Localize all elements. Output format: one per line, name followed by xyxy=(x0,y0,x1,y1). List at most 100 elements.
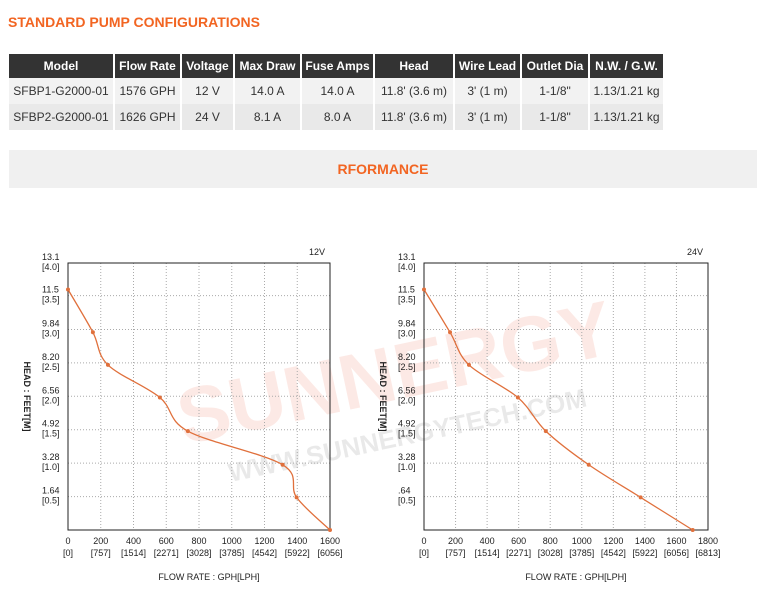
x-tick-sublabel: [4542] xyxy=(252,548,277,558)
y-tick-label: 6.56 xyxy=(42,385,60,395)
y-tick-sublabel: [1.0] xyxy=(42,462,60,472)
x-tick-sublabel: [0] xyxy=(419,548,429,558)
y-tick-sublabel: [1.5] xyxy=(42,429,60,439)
x-tick-sublabel: [4542] xyxy=(601,548,626,558)
y-axis-label: HEAD : FEET[M] xyxy=(378,362,388,432)
y-tick-label: 8.20 xyxy=(398,352,416,362)
point xyxy=(543,429,548,434)
y-tick-label: 3.28 xyxy=(398,452,416,462)
y-tick-label: 3.28 xyxy=(42,452,60,462)
x-tick-label: 200 xyxy=(448,536,463,546)
x-tick-label: 600 xyxy=(511,536,526,546)
y-tick-sublabel: [4.0] xyxy=(42,262,60,272)
point xyxy=(157,395,162,400)
x-tick-sublabel: [3028] xyxy=(186,548,211,558)
table-cell: 24 V xyxy=(181,104,235,130)
table-cell: 8.0 A xyxy=(301,104,375,130)
y-tick-label: 9.84 xyxy=(42,318,60,328)
y-tick-label: 9.84 xyxy=(398,318,416,328)
charts: SUNNERGYWWW.SUNNERGYTECH.COM1.64[0.5]3.2… xyxy=(22,247,721,582)
table-cell: 11.8' (3.6 m) xyxy=(374,104,455,130)
x-tick-sublabel: [0] xyxy=(63,548,73,558)
point xyxy=(105,362,110,367)
y-tick-sublabel: [2.5] xyxy=(398,362,416,372)
point xyxy=(185,429,190,434)
table-cell: 11.8' (3.6 m) xyxy=(374,78,455,104)
x-tick-label: 400 xyxy=(126,536,141,546)
x-tick-label: 1400 xyxy=(287,536,307,546)
y-tick-label: 6.56 xyxy=(398,385,416,395)
table-cell: SFBP1-G2000-01 xyxy=(9,78,115,104)
y-tick-sublabel: [1.5] xyxy=(398,429,416,439)
curve xyxy=(67,289,331,531)
x-tick-label: 800 xyxy=(191,536,206,546)
table-cell: 3' (1 m) xyxy=(454,104,522,130)
point xyxy=(280,462,285,467)
x-tick-label: 0 xyxy=(65,536,70,546)
y-axis-label: HEAD : FEET[M] xyxy=(22,362,32,432)
y-tick-sublabel: [3.0] xyxy=(398,328,416,338)
y-tick-sublabel: [2.0] xyxy=(42,395,60,405)
column-header: Head xyxy=(374,54,455,78)
y-tick-sublabel: [4.0] xyxy=(398,262,416,272)
y-tick-sublabel: [3.0] xyxy=(42,328,60,338)
point xyxy=(90,330,95,335)
y-tick-sublabel: [3.5] xyxy=(42,295,60,305)
y-tick-label: 11.5 xyxy=(42,285,59,295)
x-tick-sublabel: [5922] xyxy=(632,548,657,558)
x-tick-sublabel: [5922] xyxy=(285,548,310,558)
plot-frame xyxy=(67,262,331,531)
point xyxy=(66,287,70,292)
y-tick-label: 11.5 xyxy=(398,285,415,295)
table-cell: 14.0 A xyxy=(301,78,375,104)
x-tick-sublabel: [1514] xyxy=(475,548,500,558)
x-tick-sublabel: [2271] xyxy=(154,548,179,558)
x-tick-sublabel: [2271] xyxy=(506,548,531,558)
x-tick-label: 1200 xyxy=(254,536,274,546)
column-header: Flow Rate xyxy=(114,54,182,78)
y-tick-sublabel: [3.5] xyxy=(398,295,416,305)
point xyxy=(422,287,426,292)
curve xyxy=(423,289,694,531)
column-header: Voltage xyxy=(181,54,235,78)
chart-title: 12V xyxy=(309,247,325,257)
x-tick-label: 400 xyxy=(480,536,495,546)
point xyxy=(586,462,591,467)
x-tick-sublabel: [6056] xyxy=(664,548,689,558)
column-header: Model xyxy=(9,54,115,78)
table-cell: 12 V xyxy=(181,78,235,104)
point xyxy=(690,528,695,532)
x-tick-sublabel: [757] xyxy=(446,548,466,558)
x-tick-sublabel: [3028] xyxy=(538,548,563,558)
table-cell: 1576 GPH xyxy=(114,78,182,104)
table-cell: 1.13/1.21 kg xyxy=(589,104,665,130)
column-header: Wire Lead xyxy=(454,54,522,78)
table-cell: 1.13/1.21 kg xyxy=(589,78,665,104)
point xyxy=(448,330,453,335)
table-cell: 1626 GPH xyxy=(114,104,182,130)
table-cell: 3' (1 m) xyxy=(454,78,522,104)
x-tick-label: 1200 xyxy=(603,536,623,546)
table-cell: 1-1/8" xyxy=(521,78,590,104)
column-header: N.W. / G.W. xyxy=(589,54,665,78)
x-tick-label: 1800 xyxy=(698,536,718,546)
y-tick-label: 4.92 xyxy=(42,419,60,429)
column-header: Outlet Dia xyxy=(521,54,590,78)
y-tick-label: 1.64 xyxy=(42,486,60,496)
plot-frame xyxy=(423,262,709,531)
chart-title: 24V xyxy=(687,247,703,257)
x-tick-sublabel: [3785] xyxy=(219,548,244,558)
x-tick-sublabel: [757] xyxy=(91,548,111,558)
x-axis-label: FLOW RATE : GPH[LPH] xyxy=(525,572,626,582)
table-row: SFBP1-G2000-01 1576 GPH 12 V 14.0 A 14.0 A 11… xyxy=(9,78,665,104)
y-tick-sublabel: [0.5] xyxy=(398,496,416,506)
x-tick-label: 1400 xyxy=(635,536,655,546)
point xyxy=(328,528,332,532)
x-tick-label: 200 xyxy=(93,536,108,546)
table-cell: 14.0 A xyxy=(234,78,302,104)
y-tick-label: 4.92 xyxy=(398,419,416,429)
y-tick-label: 13.1 xyxy=(398,252,416,262)
x-tick-label: 600 xyxy=(159,536,174,546)
table-cell: SFBP2-G2000-01 xyxy=(9,104,115,130)
x-tick-sublabel: [6813] xyxy=(695,548,720,558)
